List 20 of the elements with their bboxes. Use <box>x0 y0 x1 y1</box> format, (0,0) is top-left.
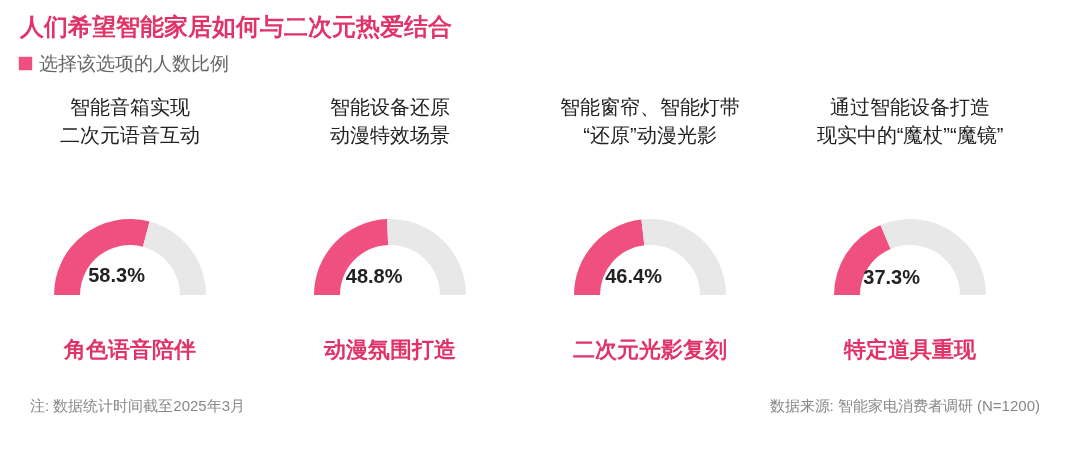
data-label: 58.3% <box>88 264 146 287</box>
text: 动漫氛围打造 <box>323 337 456 362</box>
text: 通过智能设备打造 <box>830 96 990 118</box>
text: “还原”动漫光影 <box>583 124 717 146</box>
text: 二次元光影复刻 <box>573 337 727 362</box>
text: 二次元语音互动 <box>60 124 200 146</box>
text: 动漫特效场景 <box>330 124 450 146</box>
text: 智能音箱实现 <box>70 96 190 118</box>
data-label: 37.3% <box>863 265 921 288</box>
text: 人们希望智能家居如何与二次元热爱结合 <box>19 13 452 40</box>
text: 角色语音陪伴 <box>63 337 196 362</box>
text: 注: 数据统计时间截至2025年3月 <box>30 397 246 414</box>
text: 智能设备还原 <box>330 96 450 118</box>
text: 特定道具重现 <box>843 337 977 362</box>
data-label: 46.4% <box>605 265 663 287</box>
text: 现实中的“魔杖”“魔镜” <box>816 124 1004 146</box>
data-label: 48.8% <box>345 264 403 287</box>
source-note: 数据来源: 智能家电消费者调研 (N=1200) <box>769 397 1040 414</box>
text: 智能窗帘、智能灯带 <box>560 96 740 118</box>
legend-label: 选择该选项的人数比例 <box>39 52 229 74</box>
